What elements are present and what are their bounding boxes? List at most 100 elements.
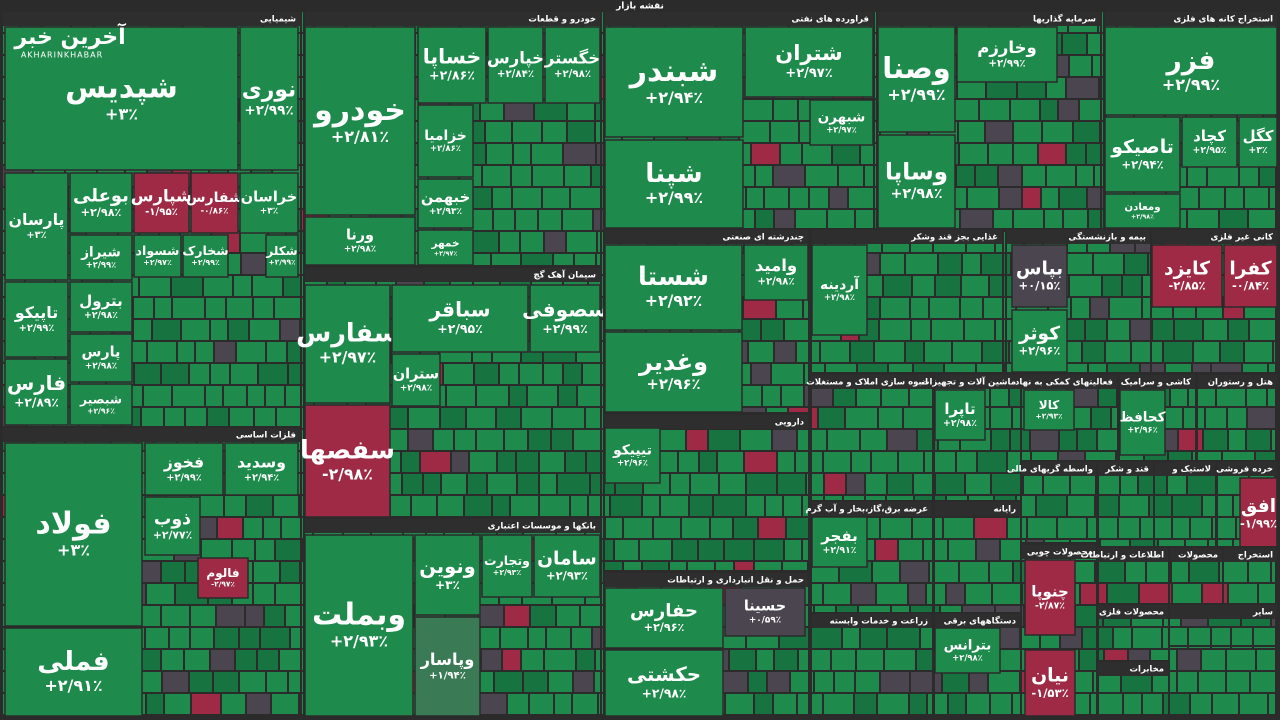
tile-filler — [1257, 650, 1275, 670]
tile-filler — [254, 298, 273, 318]
sector-title: سرمایه گذاریها — [1033, 14, 1096, 25]
tile-filler — [778, 474, 805, 494]
tile-filler — [720, 474, 745, 494]
tile-filler — [757, 650, 773, 670]
stock-name: شپارس — [131, 186, 192, 206]
tile-filler — [1220, 562, 1247, 582]
tile-filler — [242, 254, 265, 274]
tile-filler — [721, 672, 747, 692]
sector-layer: شیمیاییشپدیس+۳٪نوری+۲/۹۹٪پارسان+۳٪بوعلی+… — [1, 10, 1279, 718]
tile-filler — [1184, 408, 1204, 428]
tile-filler — [134, 298, 153, 318]
tile-filler — [1189, 628, 1210, 648]
stock-tile — [224, 442, 299, 496]
tile-filler — [1188, 474, 1215, 494]
tile-filler — [774, 166, 804, 186]
tile-filler — [1071, 408, 1090, 428]
tile-filler — [881, 518, 911, 538]
stock-tile — [391, 284, 529, 353]
tile-filler — [1228, 408, 1246, 428]
tile-filler — [1047, 78, 1065, 98]
stock-tile — [239, 172, 299, 234]
tile-filler — [843, 628, 859, 648]
tile-filler — [574, 430, 603, 450]
stock-tile — [811, 244, 868, 336]
stock-name: بپاس — [1016, 259, 1063, 280]
tile-filler — [784, 496, 801, 516]
stock-tile — [604, 139, 744, 229]
tile-filler — [687, 430, 707, 450]
sector-header-band — [1022, 462, 1097, 476]
tile-filler — [155, 298, 171, 318]
tile-filler — [984, 298, 1015, 318]
stock-name: شپنا — [645, 158, 702, 189]
tile-filler — [229, 320, 248, 340]
stock-change: +۲/۹۵٪ — [1193, 145, 1227, 156]
tile-filler — [1140, 584, 1171, 604]
stock-change: +۲/۹۹٪ — [244, 102, 293, 118]
sector-header-band — [605, 12, 873, 26]
tile-filler — [963, 254, 980, 274]
tile-filler — [691, 474, 718, 494]
stock-tile — [417, 178, 474, 229]
tile-filler — [566, 452, 585, 472]
tile-filler — [1188, 210, 1218, 230]
stock-change: +۲/۹۸٪ — [824, 293, 855, 303]
tile-filler — [734, 518, 757, 538]
tile-filler — [778, 452, 794, 472]
tile-filler — [467, 408, 495, 428]
stock-tile — [417, 229, 474, 266]
tile-filler — [658, 430, 685, 450]
logo-latin: AKHARINKHABAR — [21, 51, 103, 60]
stock-tile — [1104, 26, 1278, 116]
stock-tile — [4, 281, 69, 358]
tile-filler — [611, 496, 641, 516]
sector-title: سایر — [1252, 608, 1273, 618]
tile-filler — [682, 518, 709, 538]
sector-title: محصولات چوبی — [1027, 548, 1093, 558]
stock-change: +۳٪ — [26, 230, 46, 241]
tile-filler — [1014, 210, 1043, 230]
tile-filler — [991, 386, 1008, 406]
sector-title: زراعت و خدمات وابسته — [830, 617, 928, 627]
tile-filler — [725, 540, 753, 560]
stock-tile — [743, 244, 809, 301]
sector-title: فراورده های نفتی — [792, 15, 870, 25]
tile-filler — [852, 452, 870, 472]
tile-filler — [930, 562, 958, 582]
stock-tile — [604, 427, 661, 484]
tile-filler — [953, 342, 981, 362]
tile-filler — [493, 496, 509, 516]
tile-filler — [267, 672, 287, 692]
tile-filler — [521, 232, 543, 252]
tile-filler — [254, 584, 274, 604]
tile-filler — [791, 672, 813, 692]
tile-filler — [1153, 320, 1173, 340]
tile-filler — [825, 474, 845, 494]
tile-filler — [885, 650, 915, 670]
sector-title: بیمه و بازنشستگی — [1069, 232, 1147, 243]
tile-filler — [165, 408, 184, 428]
tile-filler — [539, 210, 561, 230]
tile-filler — [1251, 672, 1275, 692]
tile-filler — [1173, 518, 1189, 538]
stock-tile — [809, 99, 874, 146]
stock-tile — [1023, 389, 1075, 431]
tile-filler — [500, 232, 519, 252]
stock-change: +۲/۹۹٪ — [191, 258, 220, 267]
stock-change: +۲/۸۶٪ — [430, 144, 461, 154]
tile-filler — [785, 320, 810, 340]
sector-title: عرضه برق،گاز،بخار و آب گرم — [806, 503, 928, 515]
stock-change: +۲/۷۷٪ — [153, 529, 192, 542]
tile-filler — [726, 694, 753, 714]
tile-filler — [144, 386, 171, 406]
stock-change: +۲/۹۸٪ — [642, 686, 687, 700]
sector-outline — [1096, 660, 1170, 718]
tile-filler — [799, 650, 830, 670]
sector-title: انبوه سازی املاک و مستغلات — [806, 378, 928, 388]
tile-filler — [218, 518, 242, 538]
tile-filler — [932, 320, 963, 340]
stock-change: -۱/۹۹٪ — [1240, 517, 1277, 531]
tile-filler — [781, 144, 801, 164]
tile-filler — [679, 452, 698, 472]
